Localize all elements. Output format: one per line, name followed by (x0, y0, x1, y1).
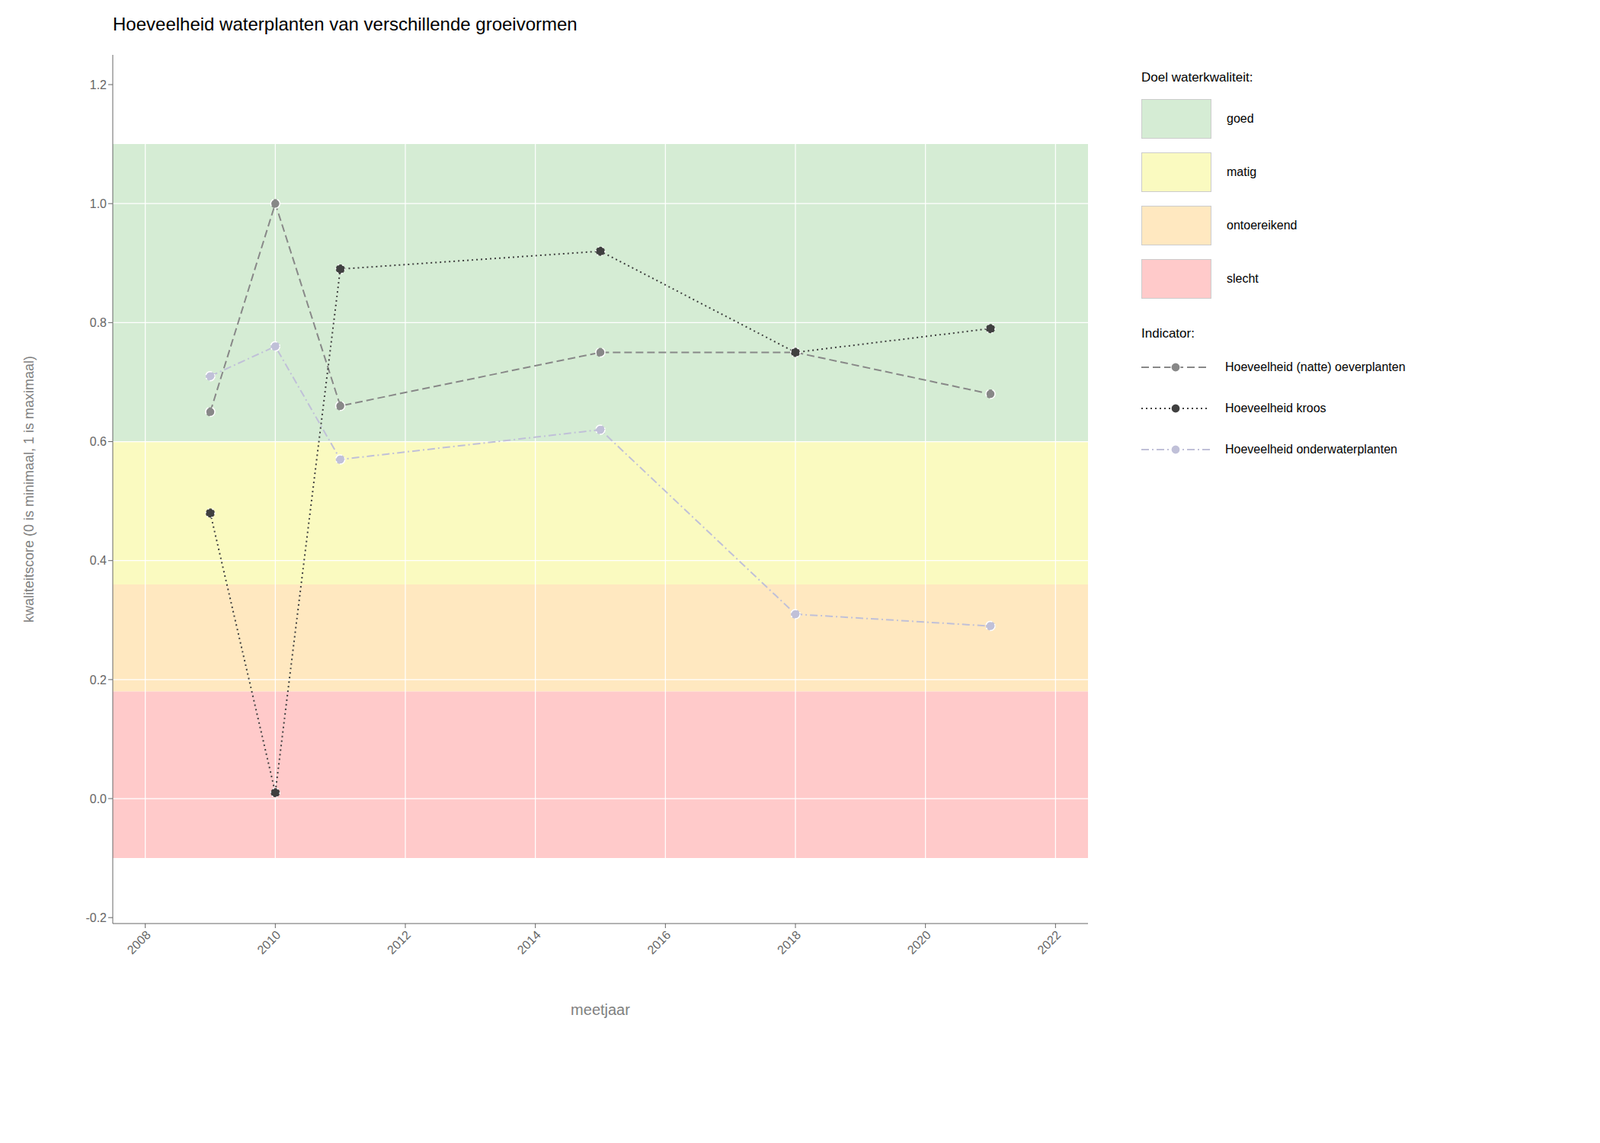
svg-text:2020: 2020 (905, 928, 934, 957)
svg-text:kwaliteitscore (0 is minimaal,: kwaliteitscore (0 is minimaal, 1 is maxi… (21, 355, 37, 623)
svg-text:0.4: 0.4 (89, 553, 107, 567)
svg-text:1.0: 1.0 (89, 197, 107, 211)
svg-text:2014: 2014 (515, 928, 544, 957)
svg-text:meetjaar: meetjaar (570, 1001, 631, 1018)
svg-text:2012: 2012 (384, 928, 413, 957)
html-text:Hoeveelheid kroos: Hoeveelheid kroos (1225, 401, 1327, 415)
svg-text:1.2: 1.2 (89, 78, 107, 92)
svg-text:2010: 2010 (254, 928, 283, 957)
html-text:goed: goed (1226, 112, 1254, 125)
html-text:Hoeveelheid waterplanten van v: Hoeveelheid waterplanten van verschillen… (112, 13, 578, 35)
svg-text:0.2: 0.2 (89, 673, 107, 687)
svg-text:0.6: 0.6 (89, 435, 107, 448)
html-text:Hoeveelheid onderwaterplanten: Hoeveelheid onderwaterplanten (1225, 442, 1398, 456)
html-text:ontoereikend: ontoereikend (1226, 218, 1298, 232)
html-text:matig: matig (1226, 165, 1257, 179)
html-text:Doel waterkwaliteit:: Doel waterkwaliteit: (1141, 70, 1253, 85)
html-text:Hoeveelheid (natte) oeverplant: Hoeveelheid (natte) oeverplanten (1225, 360, 1406, 374)
svg-text:2022: 2022 (1034, 928, 1063, 957)
svg-text:-0.2: -0.2 (85, 911, 107, 925)
svg-text:0.0: 0.0 (89, 792, 107, 806)
html-text:slecht: slecht (1226, 272, 1259, 285)
html-text:Indicator:: Indicator: (1141, 326, 1195, 341)
svg-text:2018: 2018 (774, 928, 804, 957)
svg-text:0.8: 0.8 (89, 316, 107, 330)
svg-text:2008: 2008 (124, 928, 154, 957)
svg-text:2016: 2016 (644, 928, 673, 957)
